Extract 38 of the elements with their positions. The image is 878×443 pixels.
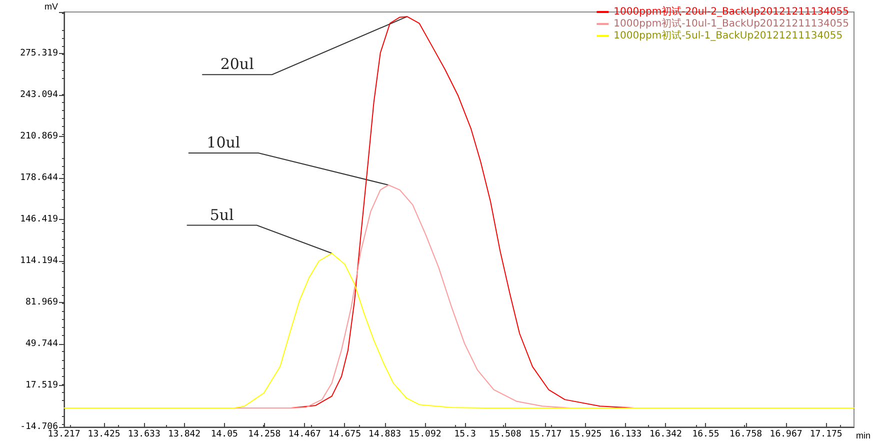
y-tick-label: 243.094: [20, 90, 58, 100]
y-axis-title: mV: [44, 2, 58, 12]
x-tick-label: 14.05: [210, 430, 238, 440]
annotation: 20ul: [220, 55, 254, 74]
x-tick-label: 13.217: [48, 430, 80, 440]
x-tick-label: 16.55: [692, 430, 720, 440]
x-tick-label: 14.883: [368, 430, 402, 440]
x-tick-label: 17.175: [810, 430, 842, 440]
legend-label: 1000ppm初试-10ul-1_BackUp20121211134055: [614, 18, 850, 30]
x-tick-label: 13.842: [168, 430, 201, 440]
y-tick-label: 210.869: [20, 132, 58, 142]
y-tick-label: 146.419: [20, 214, 58, 224]
annotation: 10ul: [206, 134, 240, 152]
x-tick-label: 15.3: [454, 430, 476, 440]
x-axis-title: min: [856, 430, 871, 440]
annotation: 5ul: [210, 206, 234, 224]
legend-label: 1000ppm初试-5ul-1_BackUp20121211134055: [614, 30, 843, 42]
legend-label: 1000ppm初试-20ul-2_BackUp20121211134055: [614, 6, 850, 18]
y-tick-label: 114.194: [20, 256, 58, 266]
x-tick-label: 16.967: [770, 430, 802, 440]
x-tick-label: 13.633: [128, 430, 160, 440]
y-tick-label: 81.969: [25, 298, 58, 308]
x-tick-label: 14.258: [248, 430, 281, 440]
x-tick-label: 14.675: [328, 430, 361, 440]
x-tick-label: 15.092: [408, 430, 442, 440]
x-tick-label: 16.342: [649, 430, 682, 440]
x-tick-label: 15.717: [529, 430, 562, 440]
y-tick-label: 275.319: [20, 48, 58, 58]
x-tick-label: 16.758: [730, 430, 762, 440]
y-tick-label: 178.644: [20, 173, 58, 183]
x-tick-label: 16.133: [609, 430, 642, 440]
x-tick-label: 14.467: [288, 430, 321, 440]
line-series: [64, 252, 854, 409]
x-tick-label: 15.925: [569, 430, 602, 440]
y-tick-label: 49.744: [25, 339, 58, 349]
x-tick-label: 13.425: [88, 430, 120, 440]
x-tick-label: 15.508: [488, 430, 522, 440]
y-tick-label: 17.519: [25, 380, 58, 390]
